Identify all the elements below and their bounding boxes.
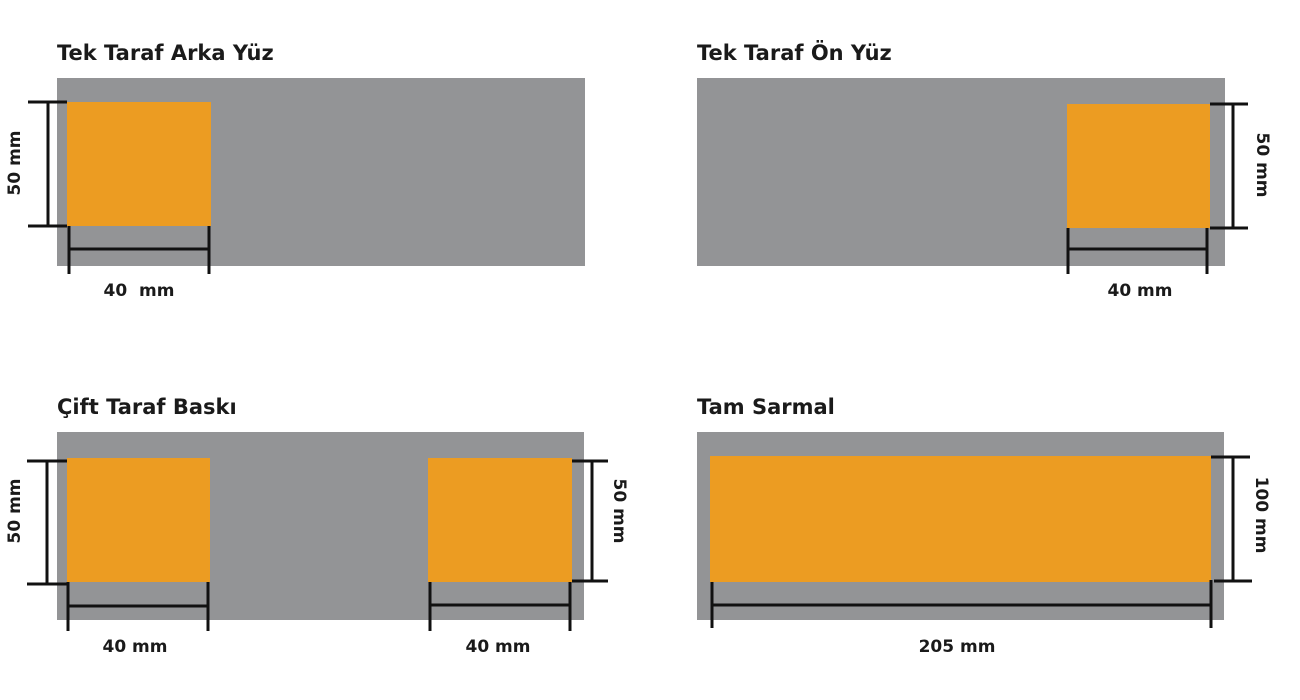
print-area-left [67, 458, 210, 582]
width-dimension [710, 580, 1213, 628]
height-label-left: 50 mm [5, 478, 25, 543]
print-area [1067, 104, 1210, 228]
width-label: 40 mm [1107, 281, 1172, 301]
height-dimension-left [27, 459, 67, 586]
height-dimension [1211, 455, 1252, 583]
height-dimension [1210, 102, 1248, 230]
height-dimension [28, 100, 67, 228]
width-label: 205 mm [919, 637, 996, 657]
print-area [710, 456, 1211, 582]
width-dimension-right [428, 582, 572, 631]
panel-title: Tek Taraf Ön Yüz [697, 40, 892, 65]
print-area-right [428, 458, 572, 582]
height-label: 50 mm [1252, 132, 1272, 197]
width-label-left: 40 mm [102, 637, 167, 657]
width-label-right: 40 mm [465, 637, 530, 657]
panel-tek-taraf-arka-yuz: Tek Taraf Arka Yüz 40 mm 50 mm [5, 41, 585, 301]
width-label: 40 mm [104, 281, 175, 301]
panel-title: Çift Taraf Baskı [57, 395, 237, 419]
height-label: 100 mm [1251, 477, 1271, 554]
panel-cift-taraf-baski: Çift Taraf Baskı 40 mm 40 mm 50 mm 50 mm [5, 395, 629, 657]
panel-title: Tek Taraf Arka Yüz [57, 41, 274, 65]
height-label-right: 50 mm [609, 478, 629, 543]
width-dimension-left [66, 582, 210, 631]
height-dimension-right [572, 459, 608, 583]
print-area [67, 102, 211, 226]
width-dimension [67, 226, 211, 274]
panel-title: Tam Sarmal [697, 395, 835, 419]
width-dimension [1066, 228, 1209, 274]
panel-tam-sarmal: Tam Sarmal 205 mm 100 mm [697, 395, 1271, 657]
panel-tek-taraf-on-yuz: Tek Taraf Ön Yüz 40 mm 50 mm [697, 40, 1272, 301]
height-label: 50 mm [5, 130, 25, 195]
